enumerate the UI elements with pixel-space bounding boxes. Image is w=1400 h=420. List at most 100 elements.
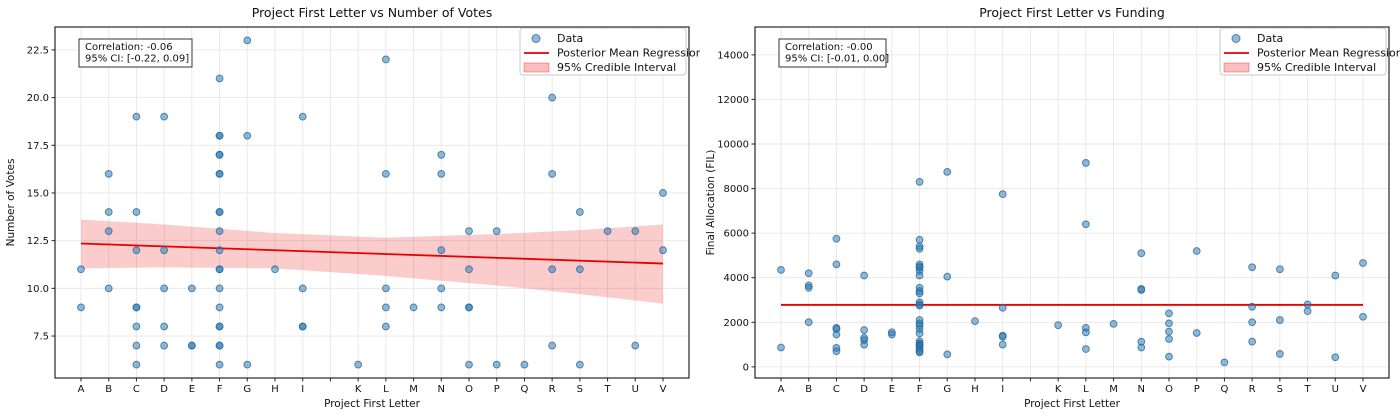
data-point <box>575 360 584 369</box>
data-point <box>1109 319 1118 328</box>
data-points <box>77 36 667 369</box>
x-tick-label: P <box>494 384 500 395</box>
data-point <box>215 208 224 216</box>
correlation-text: Correlation: -0.06 <box>85 42 173 53</box>
chart-title: Project First Letter vs Number of Votes <box>252 5 493 20</box>
data-point <box>215 131 224 140</box>
data-point <box>104 284 113 293</box>
y-tick-label: 17.5 <box>27 141 49 152</box>
data-point <box>437 246 446 255</box>
data-point <box>915 177 924 186</box>
data-point <box>381 284 390 293</box>
data-point <box>215 246 224 255</box>
data-point <box>132 322 141 331</box>
data-point <box>243 131 252 140</box>
axes-spines <box>54 26 690 379</box>
data-point <box>215 150 224 159</box>
data-point <box>548 93 557 102</box>
x-tick-label: S <box>577 384 583 395</box>
data-point <box>943 272 952 281</box>
data-point <box>1248 318 1257 327</box>
data-point <box>298 284 307 293</box>
x-tick-label: G <box>243 384 251 395</box>
x-tick-label: M <box>1109 384 1118 395</box>
y-tick-label: 22.5 <box>27 45 49 56</box>
data-point <box>437 150 446 159</box>
data-point <box>804 283 813 292</box>
data-point <box>77 303 85 312</box>
data-point <box>520 360 529 369</box>
data-point <box>465 360 473 369</box>
data-point <box>1359 259 1367 267</box>
y-axis-label: Number of Votes <box>5 159 17 247</box>
x-tick-label: Q <box>520 384 528 395</box>
x-tick-label: L <box>1083 384 1089 395</box>
x-tick-label: V <box>660 384 667 395</box>
data-point <box>1192 247 1201 255</box>
data-point <box>943 350 952 359</box>
x-axis-label: Project First Letter <box>1024 398 1121 410</box>
data-point <box>160 284 169 293</box>
data-point <box>1081 328 1090 337</box>
data-point <box>437 284 446 293</box>
data-point <box>104 169 113 178</box>
data-point <box>160 322 169 331</box>
y-tick-label: 0 <box>743 362 749 373</box>
x-tick-label: M <box>409 384 418 395</box>
x-tick-label: F <box>917 384 923 395</box>
data-point <box>160 341 169 350</box>
data-point <box>104 227 113 236</box>
x-tick-label: B <box>805 384 812 395</box>
data-point <box>548 341 557 350</box>
data-point <box>998 332 1007 341</box>
data-point <box>381 55 390 64</box>
data-point <box>832 260 841 269</box>
x-tick-label: D <box>860 384 868 395</box>
grid <box>755 27 1389 378</box>
y-tick-label: 12.5 <box>27 236 49 247</box>
data-point <box>1248 337 1257 346</box>
data-point <box>1248 302 1257 311</box>
legend-label: 95% Credible Interval <box>557 61 676 74</box>
data-point <box>915 271 924 280</box>
legend-label: 95% Credible Interval <box>1257 61 1376 74</box>
y-tick-label: 15.0 <box>27 188 49 199</box>
data-point <box>1165 335 1173 343</box>
data-point <box>215 227 224 236</box>
x-tick-label: N <box>1138 384 1145 395</box>
data-point <box>860 326 869 334</box>
data-point <box>1303 307 1312 316</box>
data-point <box>132 360 141 369</box>
legend-data-marker <box>531 34 541 43</box>
y-tick-label: 6000 <box>724 229 749 240</box>
data-point <box>915 244 924 253</box>
x-tick-label: S <box>1277 384 1283 395</box>
votes-vs-letter-chart: A B C D E F G H I K L M N O P Q R S T U V 7.5 10.0 12.5 15.0 17.5… <box>5 5 700 410</box>
x-tick-label: B <box>105 384 112 395</box>
data-point <box>998 303 1007 312</box>
y-tick-label: 12000 <box>717 95 749 106</box>
data-point <box>160 112 169 121</box>
x-tick-label: K <box>355 384 362 395</box>
data-point <box>804 269 813 278</box>
x-tick-label: T <box>1304 384 1312 395</box>
x-tick-label: E <box>189 384 195 395</box>
data-point <box>1275 265 1284 274</box>
data-point <box>659 246 667 255</box>
x-tick-label: A <box>78 384 85 395</box>
x-tick-label: Q <box>1220 384 1228 395</box>
y-tick-label: 20.0 <box>27 93 49 104</box>
data-point <box>915 235 924 244</box>
x-tick-label: D <box>160 384 168 395</box>
x-tick-label: H <box>971 384 979 395</box>
data-point <box>243 360 252 369</box>
data-point <box>1220 358 1229 367</box>
data-point <box>409 303 418 312</box>
data-point <box>160 246 169 255</box>
data-point <box>215 284 224 293</box>
x-tick-label: O <box>1165 384 1173 395</box>
axes-spines <box>754 26 1390 379</box>
legend-data-marker <box>1231 34 1241 43</box>
data-point <box>132 208 141 216</box>
x-tick-label: U <box>632 384 639 395</box>
